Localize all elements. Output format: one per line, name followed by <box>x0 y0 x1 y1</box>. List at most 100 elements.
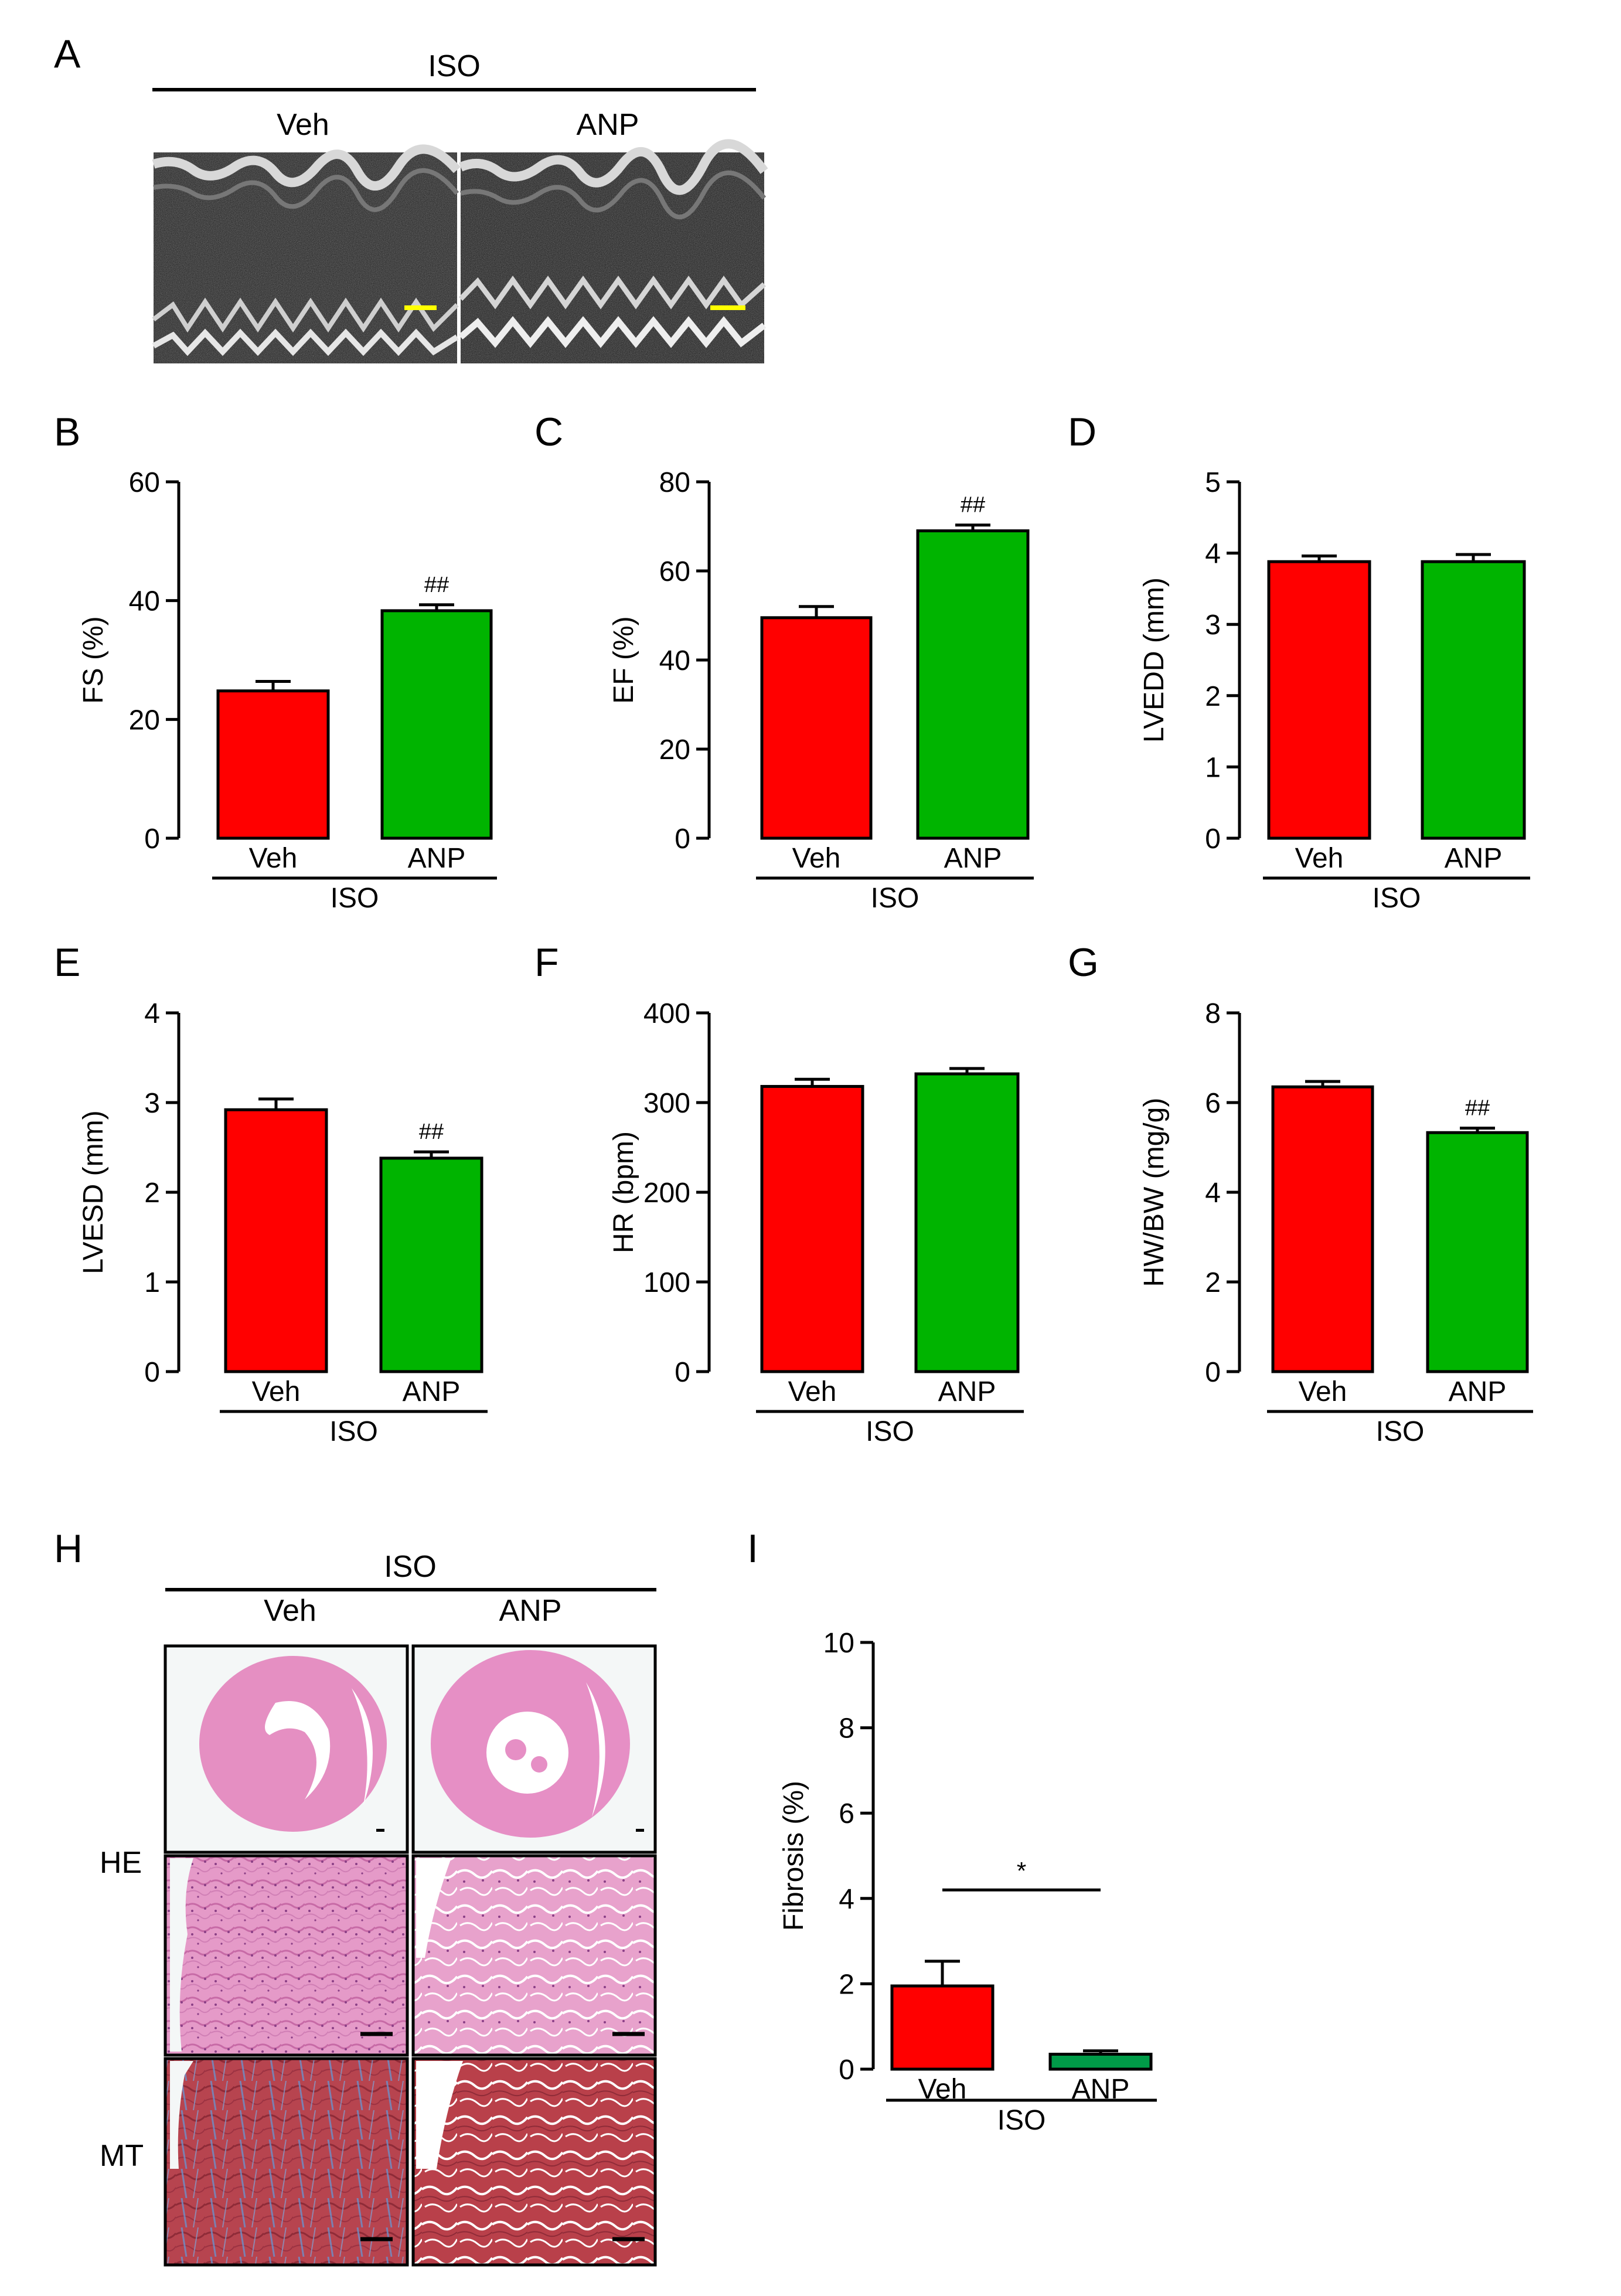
x-tick-label: Veh <box>252 1376 301 1407</box>
histology-mt-veh <box>164 2057 409 2267</box>
group-label: ISO <box>866 1416 914 1447</box>
y-tick-label: 4 <box>839 1884 854 1915</box>
x-tick-label: Veh <box>792 843 841 874</box>
y-tick-label: 60 <box>659 556 690 587</box>
significance-mark: ## <box>424 573 449 597</box>
significance-mark: ## <box>1465 1096 1490 1121</box>
y-tick-label: 3 <box>144 1088 160 1119</box>
chart-panel-g: G 0 2 4 6 8 HW/BW (mg/g) Veh ANP ## ISO <box>1068 940 1533 1447</box>
bar-anp <box>914 1072 1020 1373</box>
significance-mark: ## <box>961 493 985 518</box>
panel-h-row-mt: MT <box>100 2139 144 2173</box>
histology-he-veh <box>164 1854 409 2057</box>
panel-a-group-label: ISO <box>428 49 481 83</box>
y-tick-label: 0 <box>144 1357 160 1388</box>
panel-letter-c: C <box>534 410 563 454</box>
y-tick-label: 40 <box>129 586 160 617</box>
y-tick-label: 1 <box>1205 752 1221 783</box>
panel-a-col-anp: ANP <box>577 108 639 142</box>
group-label: ISO <box>1373 883 1421 914</box>
y-tick-label: 20 <box>659 734 690 766</box>
bar-anp <box>1421 560 1526 840</box>
bar-anp <box>1048 2053 1153 2071</box>
panel-h: H ISO Veh ANP HE MT <box>54 1526 657 2267</box>
y-tick-label: 0 <box>144 824 160 855</box>
histology-whole-heart-anp <box>411 1644 657 1854</box>
significance-mark: ## <box>419 1120 444 1144</box>
panel-letter-a: A <box>54 32 81 76</box>
histology-whole-heart-veh <box>164 1644 409 1854</box>
y-axis-label: HW/BW (mg/g) <box>1139 1098 1170 1287</box>
bar-veh <box>760 1084 864 1373</box>
panel-letter-e: E <box>54 940 80 985</box>
y-tick-label: 2 <box>1205 681 1221 712</box>
y-tick-label: 60 <box>129 467 160 498</box>
y-tick-label: 8 <box>1205 998 1221 1029</box>
y-tick-label: 100 <box>643 1267 690 1298</box>
bar-anp <box>379 1156 483 1373</box>
y-tick-label: 2 <box>144 1178 160 1209</box>
bar-veh <box>1271 1085 1374 1373</box>
panel-letter-b: B <box>54 410 80 454</box>
y-axis-label: FS (%) <box>78 616 109 703</box>
panel-letter-d: D <box>1068 410 1096 454</box>
panel-a: A ISO Veh ANP <box>54 32 768 363</box>
y-tick-label: 6 <box>1205 1088 1221 1119</box>
panel-letter-i: I <box>747 1526 758 1571</box>
y-axis-label: LVEDD (mm) <box>1139 577 1170 743</box>
echo-image-veh <box>152 144 461 363</box>
histology-scale-bar <box>376 1829 384 1832</box>
x-tick-label: ANP <box>938 1376 996 1407</box>
group-label: ISO <box>997 2105 1046 2136</box>
x-tick-label: ANP <box>1445 843 1503 874</box>
histology-scale-bar <box>636 1829 644 1832</box>
y-tick-label: 5 <box>1205 467 1221 498</box>
bar-veh <box>216 689 330 840</box>
bar-veh <box>890 1984 995 2071</box>
x-tick-label: ANP <box>408 843 466 874</box>
y-axis-label: Fibrosis (%) <box>778 1781 809 1931</box>
panel-h-row-he: HE <box>100 1846 142 1880</box>
y-tick-label: 20 <box>129 705 160 736</box>
y-tick-label: 300 <box>643 1088 690 1119</box>
y-tick-label: 3 <box>1205 610 1221 641</box>
x-tick-label: Veh <box>1295 843 1344 874</box>
y-tick-label: 10 <box>823 1628 854 1659</box>
y-tick-label: 6 <box>839 1798 854 1829</box>
bar-anp <box>916 529 1030 840</box>
panel-letter-g: G <box>1068 940 1099 985</box>
bar-veh <box>224 1108 328 1373</box>
y-tick-label: 80 <box>659 467 690 498</box>
chart-panel-f: F 0 100 200 300 400 HR (bpm) Veh ANP ISO <box>534 940 1024 1447</box>
y-tick-label: 40 <box>659 645 690 676</box>
x-tick-label: ANP <box>403 1376 461 1407</box>
group-label: ISO <box>1376 1416 1425 1447</box>
histology-mt-anp <box>411 2057 657 2267</box>
y-tick-label: 0 <box>675 1357 690 1388</box>
y-tick-label: 4 <box>1205 539 1221 570</box>
y-tick-label: 4 <box>144 998 160 1029</box>
panel-letter-f: F <box>534 940 559 985</box>
echo-image-anp <box>458 139 768 363</box>
panel-letter-h: H <box>54 1526 83 1571</box>
y-tick-label: 0 <box>1205 1357 1221 1388</box>
chart-panel-c: C 0 20 40 60 80 EF (%) Veh ANP ## ISO <box>534 410 1034 914</box>
group-label: ISO <box>331 883 379 914</box>
chart-panel-b: B 0 20 40 60 FS (%) Veh ANP ## ISO <box>54 410 497 914</box>
bar-anp <box>1426 1131 1529 1373</box>
y-axis-label: LVESD (mm) <box>78 1110 109 1274</box>
y-tick-label: 0 <box>675 824 690 855</box>
histology-he-anp <box>411 1854 657 2057</box>
y-axis-label: EF (%) <box>608 616 639 703</box>
x-tick-label: Veh <box>788 1376 837 1407</box>
bar-veh <box>1267 560 1371 840</box>
significance-star: * <box>1017 1857 1026 1885</box>
panel-a-col-veh: Veh <box>277 108 329 142</box>
y-tick-label: 2 <box>839 1969 854 2000</box>
group-label: ISO <box>329 1416 378 1447</box>
group-label: ISO <box>871 883 920 914</box>
panel-h-col-veh: Veh <box>264 1594 316 1628</box>
